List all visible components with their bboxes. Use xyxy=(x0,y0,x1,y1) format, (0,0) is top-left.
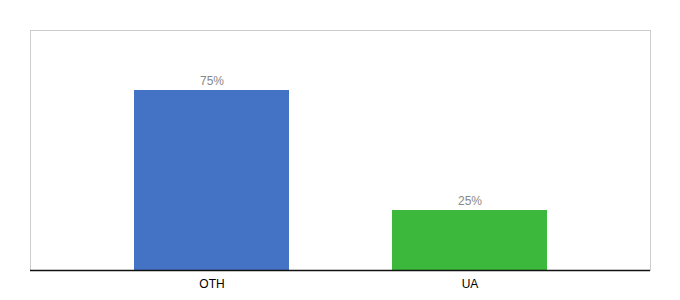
svg-text:75%: 75% xyxy=(200,74,224,88)
svg-text:UA: UA xyxy=(462,277,479,291)
svg-text:25%: 25% xyxy=(458,194,482,208)
svg-text:OTH: OTH xyxy=(199,277,224,291)
